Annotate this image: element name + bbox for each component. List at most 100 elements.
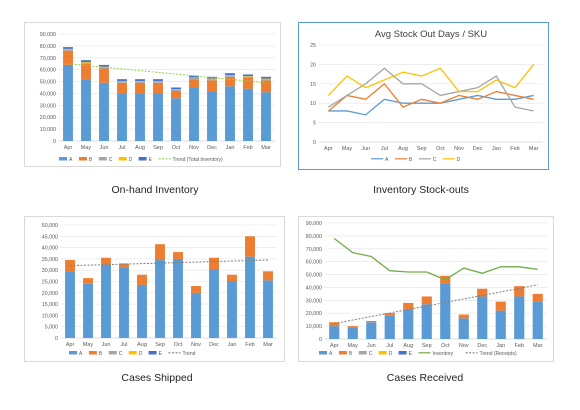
bar-E-Aug xyxy=(135,79,145,81)
x-tick-label: Aug xyxy=(403,343,413,349)
bar-C-Jul xyxy=(117,81,127,83)
onhand-chart: 0 10,000 20,000 30,000 40,000 50,000 60,000 70,… xyxy=(40,32,275,163)
bar-A-Mar xyxy=(532,301,543,339)
y-tick-label: 25 xyxy=(310,43,316,49)
x-tick-label: Sep xyxy=(153,145,163,151)
x-tick-label: Apr xyxy=(324,146,333,152)
legend-swatch-B xyxy=(338,351,347,355)
y-tick-label: 80,000 xyxy=(306,234,322,240)
bar-C-May xyxy=(81,62,91,64)
x-tick-label: Dec xyxy=(477,343,487,349)
y-tick-label: 20,000 xyxy=(306,311,322,317)
series-line-C xyxy=(327,67,534,112)
y-tick-label: 5,000 xyxy=(45,325,58,331)
bar-A-Jul xyxy=(384,315,395,339)
bar-A-Jan xyxy=(495,310,506,339)
y-tick-label: 5 xyxy=(313,121,316,127)
y-tick-label: 50,000 xyxy=(306,273,322,279)
bar-E-Nov xyxy=(189,75,199,78)
bar-C-Aug xyxy=(135,81,145,83)
legend-label-Trend (Receipts): Trend (Receipts) xyxy=(480,351,517,357)
x-tick-label: Sep xyxy=(422,343,432,349)
bar-A-Sep xyxy=(155,260,165,338)
x-tick-label: Jul xyxy=(118,145,125,151)
bar-D-Dec xyxy=(207,78,217,80)
received-chart: 0 10,000 20,000 30,000 40,000 50,000 60,000 70,… xyxy=(306,221,547,357)
bar-A-Jun xyxy=(366,322,377,339)
bar-A-May xyxy=(347,327,358,339)
y-tick-label: 10,000 xyxy=(40,127,56,133)
legend-swatch-B xyxy=(88,351,97,355)
bar-B-Jun xyxy=(99,68,109,83)
bar-B-Jun xyxy=(366,320,377,323)
x-tick-label: Jun xyxy=(361,146,370,152)
bar-A-Jul xyxy=(119,267,129,338)
bar-B-Sep xyxy=(421,296,432,305)
onhand-chart-panel: 0 10,000 20,000 30,000 40,000 50,000 60,000 70,… xyxy=(24,22,281,167)
bar-B-Aug xyxy=(135,82,145,94)
bar-B-May xyxy=(347,326,358,328)
y-tick-label: 0 xyxy=(55,336,58,342)
y-tick-label: 45,000 xyxy=(42,234,58,240)
bar-B-Jun xyxy=(101,257,111,265)
bar-B-Feb xyxy=(243,77,253,89)
y-tick-label: 40,000 xyxy=(40,91,56,97)
bar-B-Aug xyxy=(403,302,414,310)
bar-A-Dec xyxy=(477,296,488,339)
bar-B-Nov xyxy=(189,79,199,88)
y-tick-label: 90,000 xyxy=(40,32,56,38)
x-tick-label: Dec xyxy=(207,145,217,151)
legend-label-D: D xyxy=(129,157,133,163)
bar-B-Dec xyxy=(209,257,219,270)
bar-B-Jan xyxy=(227,274,237,282)
bar-E-Sep xyxy=(153,79,163,81)
y-tick-label: 15 xyxy=(310,82,316,88)
y-tick-label: 10,000 xyxy=(306,324,322,330)
y-tick-label: 0 xyxy=(313,140,316,146)
x-tick-label: Nov xyxy=(454,146,464,152)
x-tick-label: Aug xyxy=(137,342,147,348)
bar-A-Aug xyxy=(135,93,145,141)
bar-A-Nov xyxy=(191,292,201,338)
x-tick-label: Feb xyxy=(510,146,519,152)
bar-B-May xyxy=(81,63,91,80)
bar-A-Oct xyxy=(171,98,181,141)
x-tick-label: Jan xyxy=(492,146,501,152)
y-tick-label: 30,000 xyxy=(42,268,58,274)
x-tick-label: Apr xyxy=(330,343,339,349)
stockouts-chart-panel[interactable]: Avg Stock Out Days / SKU 0 5 10 15 20 25 Apr May… xyxy=(298,22,549,170)
x-tick-label: Jan xyxy=(496,343,505,349)
x-tick-label: Nov xyxy=(189,145,199,151)
bar-A-Aug xyxy=(403,309,414,339)
legend-swatch-A xyxy=(59,157,67,161)
legend-label-Trend (Total Inventory): Trend (Total Inventory) xyxy=(173,157,223,163)
bar-B-Oct xyxy=(171,91,181,99)
x-tick-label: Jul xyxy=(386,343,393,349)
x-tick-label: May xyxy=(83,342,94,348)
onhand-caption: On-hand Inventory xyxy=(111,184,199,196)
bar-B-Apr xyxy=(63,50,73,65)
bar-A-Oct xyxy=(440,283,451,339)
x-tick-label: Dec xyxy=(209,342,219,348)
shipped-chart: 0 5,000 10,000 15,000 20,000 25,000 30,000 35,0… xyxy=(42,223,277,357)
bar-D-Oct xyxy=(171,89,181,90)
y-tick-label: 50,000 xyxy=(42,223,58,229)
legend-label-E: E xyxy=(409,351,413,357)
legend-label-Inventory: Inventory xyxy=(433,351,454,357)
bar-D-Feb xyxy=(243,76,253,77)
bar-B-Jul xyxy=(384,313,395,316)
x-tick-label: Mar xyxy=(261,145,271,151)
bar-A-Apr xyxy=(329,326,340,339)
bar-B-Feb xyxy=(514,286,525,297)
legend-swatch-D xyxy=(118,157,127,161)
legend-swatch-B xyxy=(78,157,87,161)
legend-label-A: A xyxy=(329,351,333,357)
y-tick-label: 70,000 xyxy=(306,247,322,253)
bar-C-Jun xyxy=(99,67,109,69)
legend-label-B: B xyxy=(99,351,103,357)
bar-B-Nov xyxy=(458,314,469,319)
bar-D-Mar xyxy=(261,78,271,80)
legend-swatch-A xyxy=(69,351,77,355)
bar-E-Apr xyxy=(63,47,73,49)
x-tick-label: Jan xyxy=(228,342,237,348)
